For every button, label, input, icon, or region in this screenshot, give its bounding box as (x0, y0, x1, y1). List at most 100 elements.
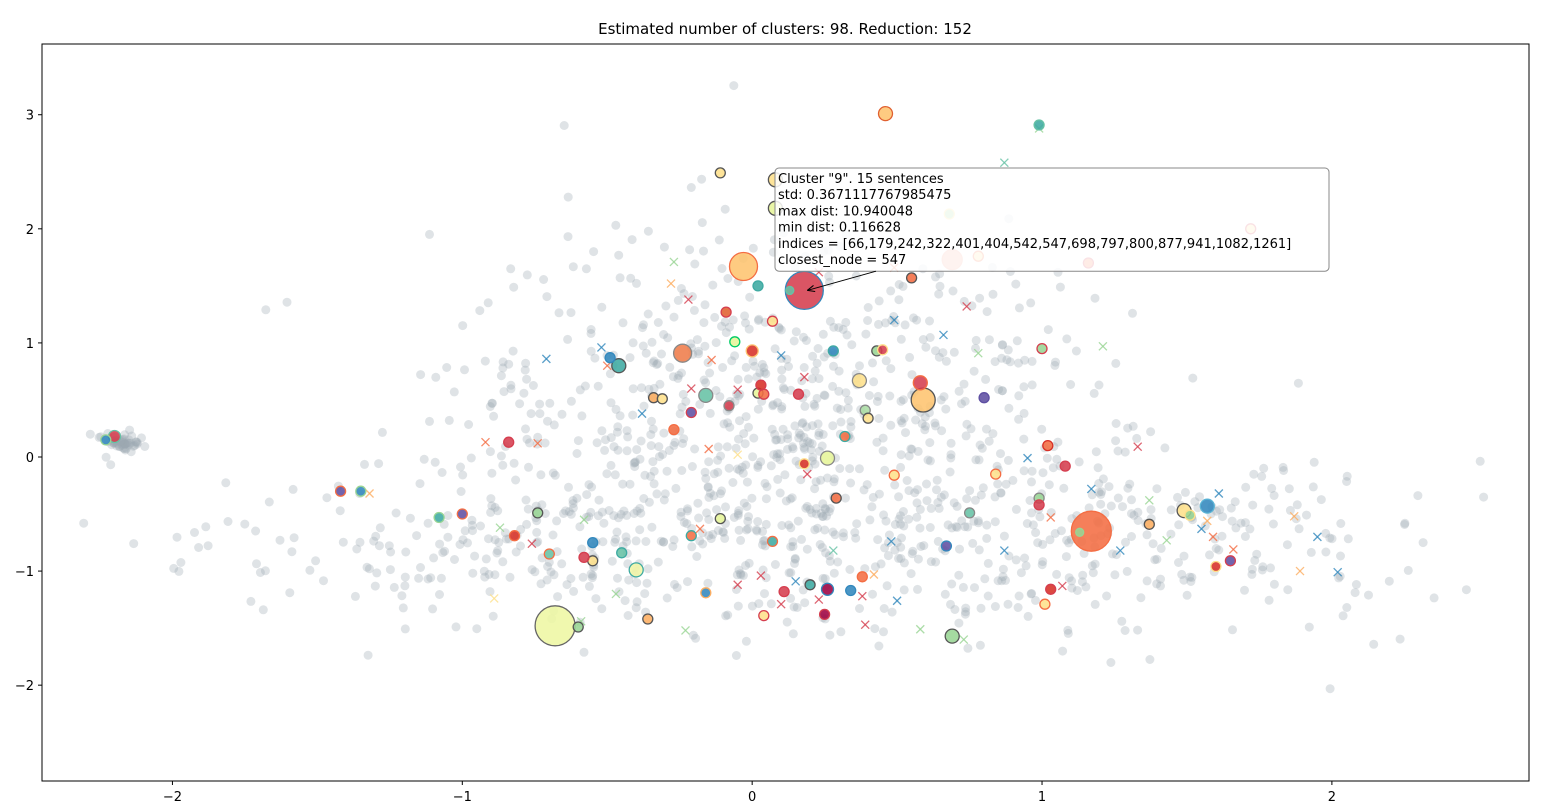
background-point (458, 470, 468, 480)
background-point (770, 344, 780, 354)
background-point (1118, 502, 1127, 512)
background-point (715, 392, 725, 402)
cluster-marker (819, 450, 836, 466)
cluster-marker (845, 584, 857, 597)
background-point (647, 522, 657, 532)
cluster-marker (804, 579, 816, 591)
background-point (405, 513, 415, 523)
background-point (790, 553, 800, 563)
background-point (1028, 520, 1038, 530)
background-point (487, 468, 497, 478)
background-point (611, 404, 621, 414)
background-point (990, 602, 1000, 611)
background-point (691, 633, 701, 643)
background-point (1063, 628, 1073, 638)
background-point (824, 507, 834, 517)
x-marker (365, 489, 375, 498)
x-marker (1295, 566, 1305, 576)
background-point (786, 385, 796, 395)
background-point (828, 381, 838, 391)
background-point (855, 361, 864, 371)
background-point (701, 474, 711, 483)
background-point (664, 446, 674, 455)
background-point (1136, 593, 1146, 603)
background-point (311, 556, 321, 566)
background-point (816, 475, 826, 485)
x-marker (637, 409, 647, 419)
background-point (790, 421, 800, 431)
background-point (860, 564, 870, 574)
background-point (753, 517, 763, 526)
cluster-marker (990, 468, 1002, 480)
cluster-marker (1059, 460, 1071, 472)
background-point (963, 522, 973, 532)
background-point (1304, 622, 1314, 632)
cluster-marker (963, 507, 976, 519)
background-point (1364, 590, 1373, 600)
background-point (599, 518, 609, 528)
background-point (810, 459, 820, 469)
background-point (912, 498, 922, 508)
background-point (913, 554, 923, 564)
cluster-marker (766, 315, 779, 327)
background-point (496, 451, 506, 461)
background-point (644, 497, 654, 507)
background-point (598, 537, 608, 547)
background-point (845, 565, 855, 574)
background-point (758, 526, 768, 536)
background-point (594, 495, 604, 505)
x-marker (1086, 484, 1096, 494)
background-point (117, 440, 126, 450)
background-point (246, 596, 256, 606)
background-point (1011, 555, 1021, 565)
background-point (727, 356, 737, 366)
cluster-marker (839, 430, 851, 443)
background-point (1090, 559, 1100, 569)
background-point (758, 536, 768, 546)
background-point (1384, 576, 1394, 586)
cluster-marker (1070, 510, 1112, 552)
background-point (522, 519, 532, 529)
background-point (761, 519, 771, 529)
background-point (754, 599, 764, 609)
background-point (490, 535, 500, 545)
background-point (948, 286, 958, 296)
background-point (125, 425, 135, 435)
background-point (258, 605, 268, 615)
background-point (909, 313, 918, 323)
background-point (840, 493, 850, 503)
background-point (705, 368, 715, 378)
background-point (688, 630, 698, 640)
background-point (1188, 373, 1198, 383)
background-point (780, 470, 790, 480)
background-point (807, 374, 817, 384)
background-point (937, 426, 947, 436)
background-point (1052, 454, 1062, 464)
background-point (632, 445, 642, 455)
background-point (881, 356, 891, 366)
background-point (880, 465, 890, 475)
background-point (777, 404, 787, 414)
background-point (808, 351, 818, 361)
background-point (751, 525, 761, 535)
background-point (731, 585, 741, 594)
background-point (934, 503, 944, 513)
background-point (836, 405, 846, 414)
background-point (921, 342, 931, 352)
background-point (672, 583, 682, 593)
background-point (586, 346, 596, 356)
background-point (774, 324, 784, 333)
background-point (435, 539, 445, 549)
background-point (896, 511, 905, 521)
background-point (825, 630, 835, 640)
background-point (753, 462, 763, 472)
cluster-marker (745, 344, 759, 358)
cluster-marker (578, 551, 590, 564)
background-point (549, 570, 559, 580)
background-point (649, 356, 659, 366)
background-point (752, 372, 762, 382)
background-point (1014, 303, 1024, 313)
background-point (800, 444, 810, 454)
background-point (649, 479, 659, 489)
background-point (732, 570, 742, 580)
